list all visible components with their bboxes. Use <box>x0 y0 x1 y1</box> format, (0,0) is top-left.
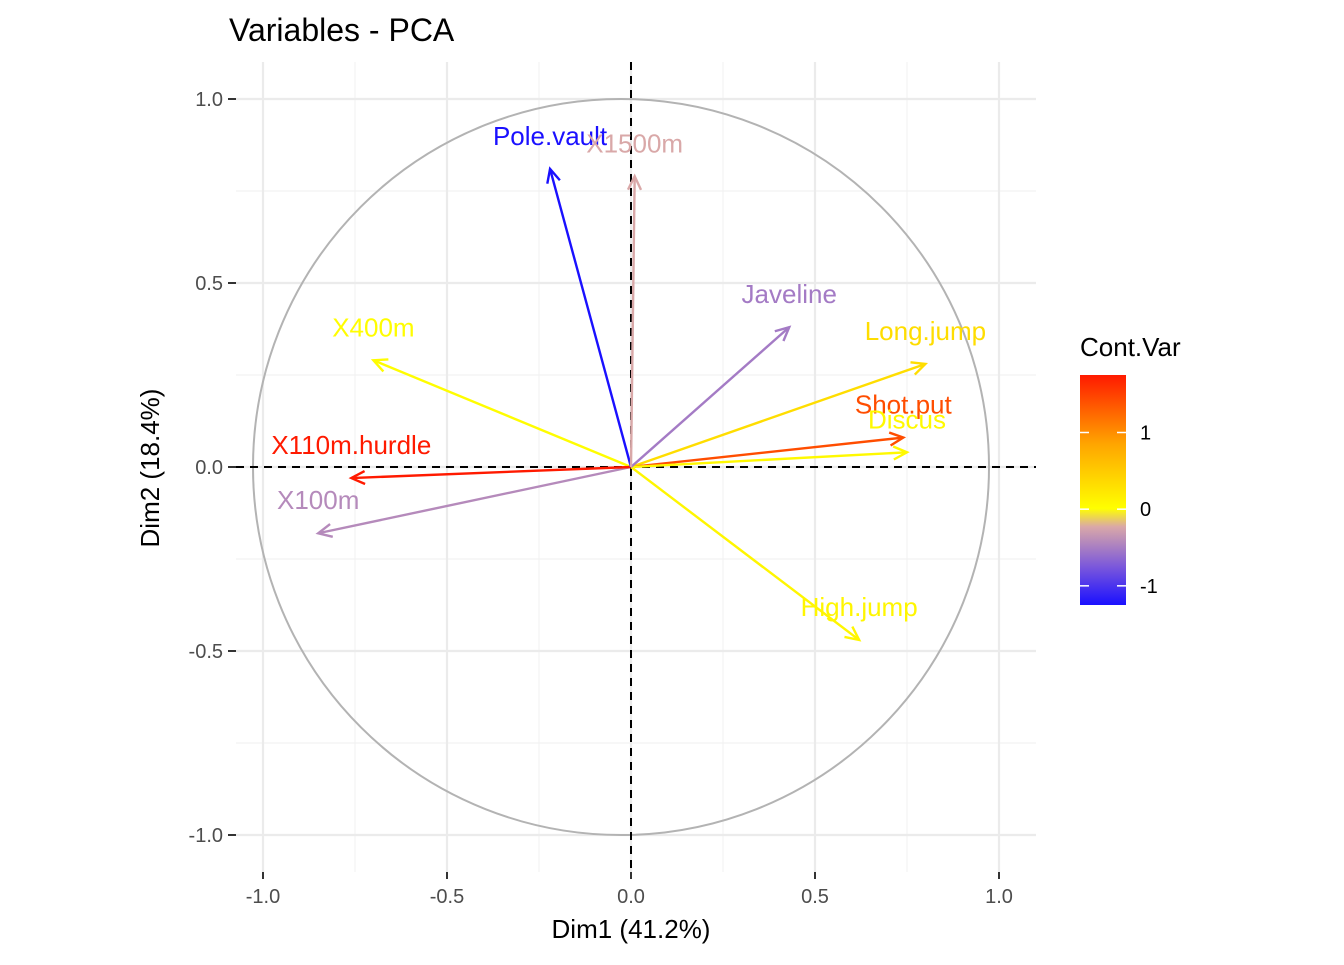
variable-arrow <box>546 166 633 468</box>
x-tick-label: 0.5 <box>801 886 829 908</box>
legend-title: Cont.Var <box>1080 332 1181 362</box>
arrow-shaft <box>630 451 908 469</box>
variable-label: X1500m <box>586 128 683 158</box>
variable-label: Long.jump <box>865 316 986 346</box>
legend-colorbar <box>1080 375 1126 605</box>
legend: Cont.Var -1 0 1 <box>1080 332 1181 605</box>
variable-arrow <box>315 465 632 538</box>
legend-tick-label: -1 <box>1140 576 1158 598</box>
variable-arrows <box>315 166 929 642</box>
arrow-head <box>910 361 929 376</box>
x-axis-title: Dim1 (41.2%) <box>552 914 711 944</box>
arrow-shaft <box>317 465 632 535</box>
arrow-shaft <box>630 326 791 468</box>
variable-arrow <box>630 431 907 469</box>
variable-label: Shot.put <box>855 390 953 420</box>
axes: -1.0 -0.5 0.0 0.5 1.0 -1.0 -0.5 0.0 0.5 1.0 <box>189 89 1013 908</box>
y-tick-label: -0.5 <box>189 641 223 663</box>
arrow-shaft <box>630 362 926 469</box>
x-tick-label: 0.0 <box>617 886 645 908</box>
arrow-shaft <box>630 436 904 469</box>
variable-labels: X100m Long.jump Shot.put High.jump X400m X110… <box>271 121 986 622</box>
variable-arrow <box>630 361 929 469</box>
arrow-shaft <box>548 168 633 468</box>
variable-arrow <box>348 465 632 486</box>
arrow-shaft <box>630 466 860 641</box>
arrow-shaft <box>351 465 632 480</box>
y-tick-label: 1.0 <box>195 89 223 111</box>
variable-arrow <box>630 445 910 469</box>
variable-arrow <box>626 173 643 468</box>
arrow-head <box>370 358 389 373</box>
variable-label: X110m.hurdle <box>271 430 431 460</box>
arrow-head <box>626 173 643 191</box>
variable-arrow <box>630 466 862 642</box>
y-tick-label: 0.5 <box>195 273 223 295</box>
variable-arrow <box>630 325 792 468</box>
x-tick-label: 1.0 <box>985 886 1013 908</box>
chart-title: Variables - PCA <box>229 12 455 48</box>
y-tick-label: 0.0 <box>195 457 223 479</box>
arrow-shaft <box>629 176 636 468</box>
arrow-shaft <box>372 359 632 469</box>
variable-label: High.jump <box>801 592 918 622</box>
variable-label: X400m <box>332 312 414 342</box>
variable-label: X100m <box>277 485 359 515</box>
y-tick-label: -1.0 <box>189 825 223 847</box>
legend-tick-label: 1 <box>1140 423 1151 445</box>
legend-tick-label: 0 <box>1140 499 1151 521</box>
arrow-head <box>546 166 561 184</box>
arrow-head <box>844 626 862 642</box>
arrow-head <box>348 469 366 486</box>
variable-arrow <box>370 358 632 469</box>
legend-ticks: -1 0 1 <box>1080 423 1158 598</box>
arrow-head <box>888 431 907 447</box>
x-tick-label: -0.5 <box>430 886 464 908</box>
variable-label: Javeline <box>742 279 837 309</box>
y-axis-title: Dim2 (18.4%) <box>135 389 165 548</box>
arrow-head <box>315 523 334 538</box>
variable-label: Discus <box>868 404 946 434</box>
arrow-head <box>892 445 910 461</box>
variable-label: Pole.vault <box>493 121 608 151</box>
x-tick-label: -1.0 <box>246 886 280 908</box>
arrow-head <box>774 325 792 342</box>
